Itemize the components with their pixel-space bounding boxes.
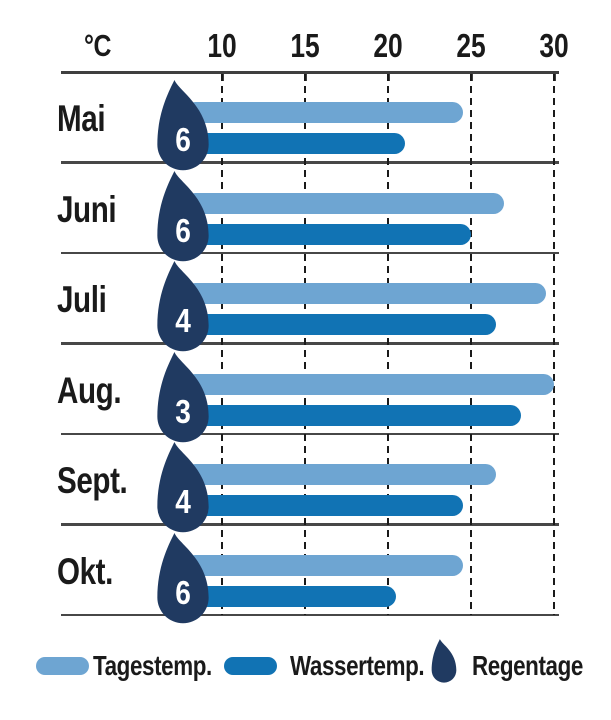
legend-day-temp-swatch bbox=[36, 657, 89, 675]
rain-days-count: 6 bbox=[175, 573, 191, 611]
rain-days-count: 6 bbox=[175, 211, 191, 249]
legend-day-temp-label: Tagestemp. bbox=[93, 650, 212, 681]
day-temp-bar bbox=[185, 373, 554, 395]
day-temp-bar bbox=[185, 192, 505, 214]
rain-drop-icon bbox=[149, 261, 217, 361]
legend-water-temp-swatch bbox=[224, 657, 277, 675]
day-temp-bar bbox=[185, 554, 463, 576]
water-temp-bar bbox=[185, 133, 405, 154]
water-temp-bar bbox=[185, 223, 471, 245]
rain-drop-icon bbox=[149, 80, 217, 180]
tick-label-10: 10 bbox=[207, 27, 237, 64]
tick-label-20: 20 bbox=[373, 27, 403, 64]
month-label-mai: Mai bbox=[57, 98, 106, 139]
water-temp-bar bbox=[185, 314, 496, 335]
water-temp-bar bbox=[185, 404, 521, 426]
grid-line-30 bbox=[552, 74, 556, 615]
tick-label-25: 25 bbox=[456, 27, 486, 64]
grid-line-25 bbox=[469, 74, 473, 615]
row-separator bbox=[61, 432, 559, 435]
month-label-juli: Juli bbox=[57, 279, 107, 320]
month-label-okt: Okt. bbox=[57, 550, 113, 592]
rain-drop-icon bbox=[149, 532, 217, 633]
day-temp-bar bbox=[185, 464, 496, 485]
rain-drop-icon bbox=[149, 170, 217, 271]
tick-label-15: 15 bbox=[290, 27, 320, 64]
day-temp-bar bbox=[185, 102, 463, 123]
grid-line-15 bbox=[303, 74, 307, 615]
day-temp-bar bbox=[185, 283, 546, 304]
water-temp-bar bbox=[185, 495, 463, 516]
rain-days-count: 4 bbox=[175, 302, 191, 339]
axis-unit-label: °C bbox=[84, 28, 118, 64]
bottom-axis-line bbox=[61, 613, 559, 616]
grid-line-10 bbox=[220, 74, 224, 615]
row-separator bbox=[61, 342, 559, 345]
row-separator bbox=[61, 161, 559, 164]
rain-days-count: 6 bbox=[175, 121, 191, 158]
rain-drop-icon bbox=[149, 351, 217, 452]
tick-label-30: 30 bbox=[539, 27, 569, 64]
month-label-sept: Sept. bbox=[57, 460, 128, 501]
rain-days-count: 3 bbox=[175, 392, 191, 430]
rain-days-count: 4 bbox=[175, 483, 191, 520]
rain-drop-icon bbox=[428, 637, 460, 692]
legend-rain-days-label: Regentage bbox=[472, 650, 583, 681]
row-separator bbox=[61, 251, 559, 254]
row-separator bbox=[61, 523, 559, 526]
top-axis-line bbox=[61, 71, 559, 74]
grid-line-20 bbox=[386, 74, 390, 615]
water-temp-bar bbox=[185, 585, 397, 607]
rain-drop-icon bbox=[149, 442, 217, 542]
month-label-aug: Aug. bbox=[57, 369, 122, 411]
legend-water-temp-label: Wassertemp. bbox=[290, 650, 425, 681]
axis-unit-text: °C bbox=[84, 28, 112, 63]
month-label-juni: Juni bbox=[57, 188, 117, 230]
